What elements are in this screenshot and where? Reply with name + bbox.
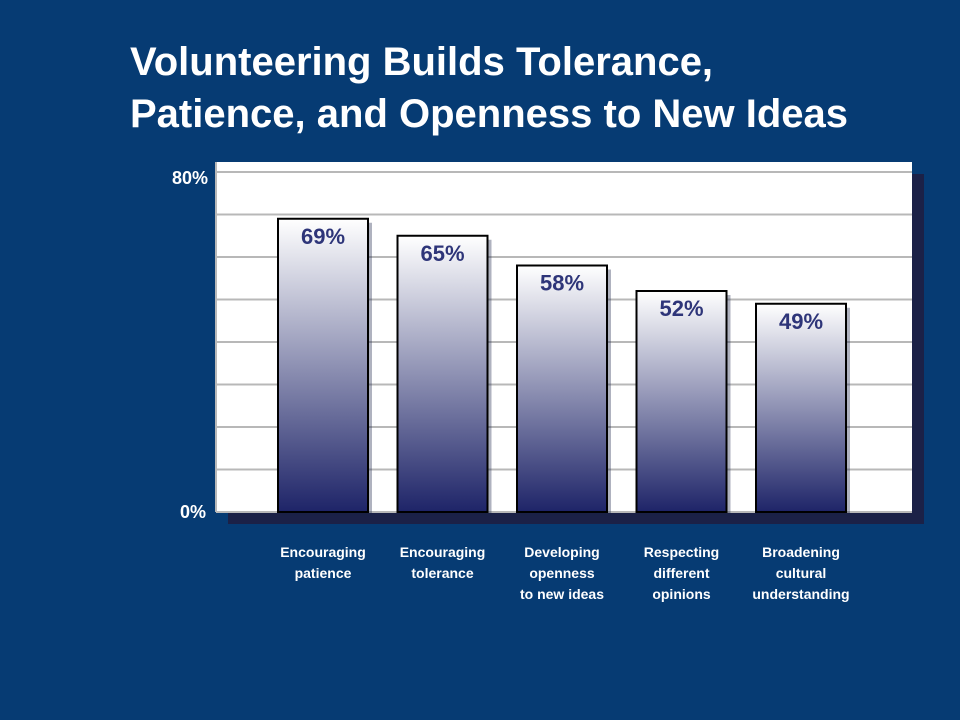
data-label: 69% [301,224,345,249]
data-label: 52% [659,296,703,321]
x-tick-label: Developing openness to new ideas [492,542,632,605]
slide-title-line-1: Volunteering Builds Tolerance, [130,40,714,84]
data-label: 58% [540,271,584,296]
x-tick-label-line: understanding [752,586,850,602]
slide-title-line-2: Patience, and Openness to New Ideas [130,92,849,136]
x-tick-label: Respecting different opinions [612,542,752,605]
x-tick-label-line: patience [294,565,352,581]
bar [516,264,608,513]
x-tick-label-line: tolerance [411,565,474,581]
bar [277,217,369,513]
x-tick-label-line: Encouraging [280,544,366,560]
bar [635,290,728,513]
y-tick-label: 0% [180,502,206,522]
x-tick-label-line: Developing [524,544,600,560]
x-tick-label-line: different [653,565,710,581]
x-tick-label-line: Respecting [643,544,720,560]
x-tick-label-line: openness [529,565,595,581]
y-tick-label: 80% [172,168,208,188]
x-tick-label-line: to new ideas [519,586,605,602]
x-tick-label-line: opinions [652,586,711,602]
x-tick-label-line: Broadening [762,544,840,560]
bar [396,234,489,513]
data-label: 49% [779,309,823,334]
x-tick-label-line: cultural [775,565,827,581]
x-tick-label: Encouraging patience [253,542,393,584]
x-tick-label: Encouraging tolerance [373,542,513,584]
bar [755,302,847,513]
slide-title: Volunteering Builds Tolerance, Patience,… [130,36,950,140]
x-tick-label-line: Encouraging [399,544,486,560]
data-label: 65% [420,241,464,266]
x-tick-label: Broadening cultural understanding [731,542,871,605]
